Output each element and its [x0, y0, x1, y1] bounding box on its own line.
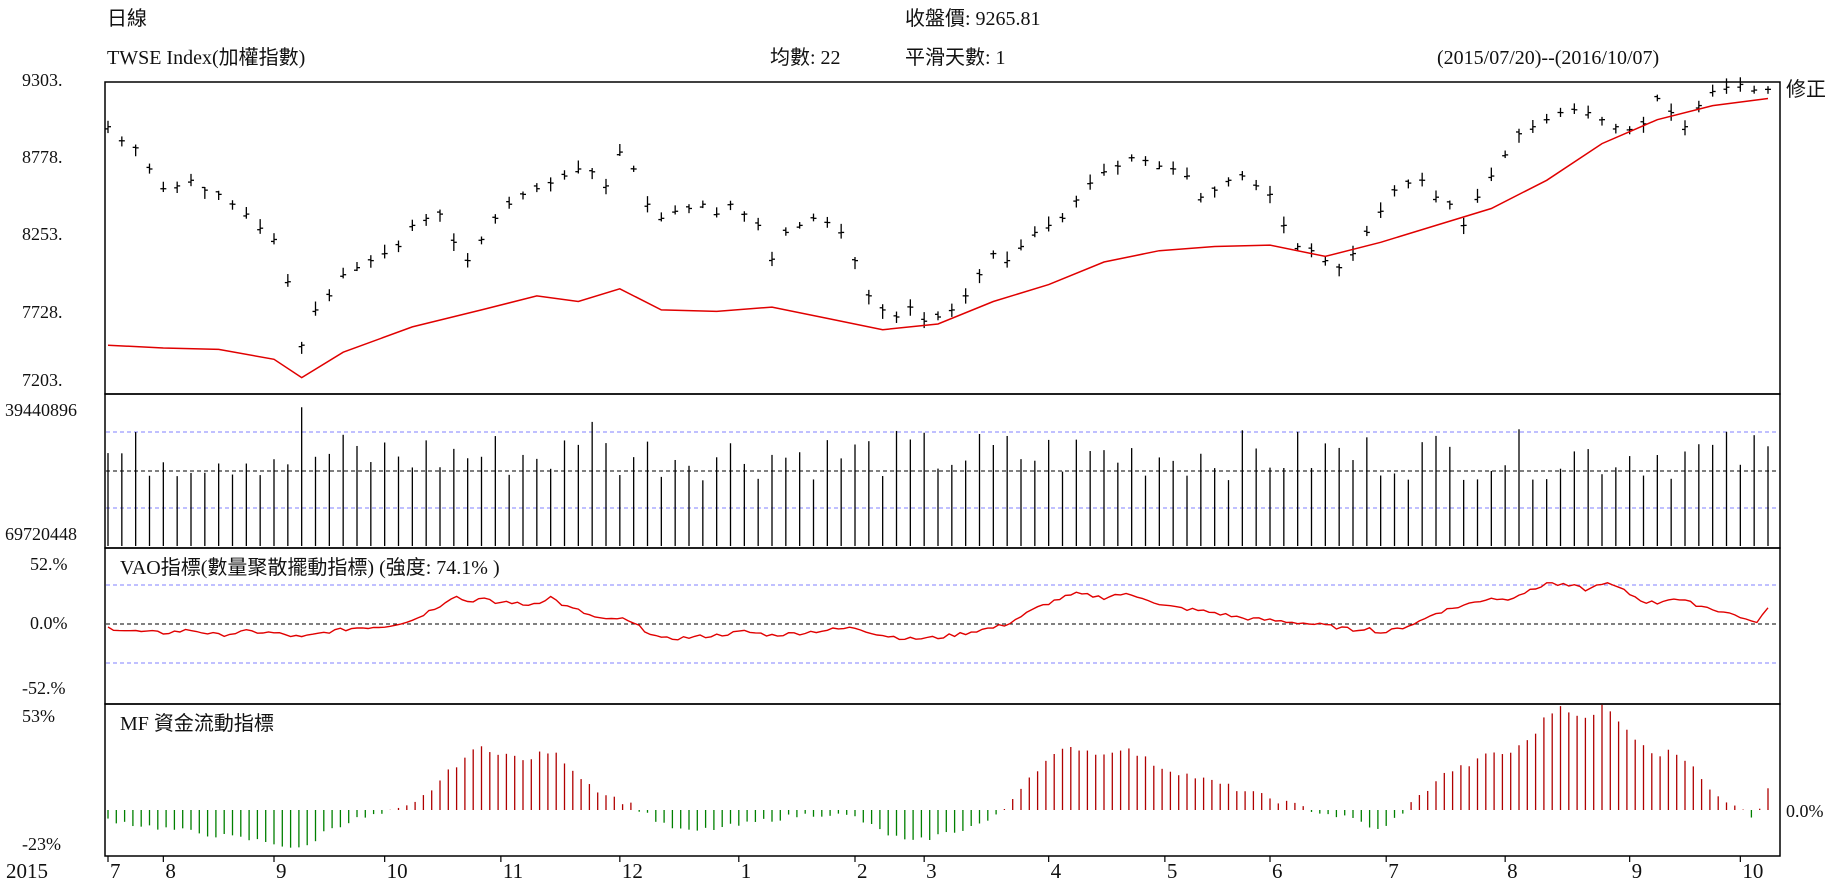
month-label: 4	[1051, 859, 1062, 883]
price-series	[105, 77, 1771, 354]
vao-series	[107, 582, 1769, 641]
vao-line	[107, 582, 1769, 641]
mf-tick-0: 53%	[22, 706, 55, 726]
month-label: 3	[926, 859, 937, 883]
vao-tick-0: 52.%	[30, 554, 68, 574]
mf-panel-frame	[104, 703, 1781, 857]
month-label: 5	[1167, 859, 1178, 883]
smooth-label: 平滑天數: 1	[905, 46, 1006, 69]
month-label: 7	[110, 859, 121, 883]
mf-zero-label: 0.0%	[1786, 801, 1824, 821]
ma-label: 均數: 22	[770, 46, 841, 69]
price-tick-0: 9303.	[22, 70, 63, 90]
price-tick-4: 7203.	[22, 370, 63, 390]
vao-indicator-label: VAO指標(數量聚散擺動指標) (強度: 74.1% )	[120, 556, 500, 579]
month-label: 2	[857, 859, 868, 883]
volume-tick-1: 69720448	[5, 524, 77, 544]
mf-indicator-label: MF 資金流動指標	[120, 712, 274, 735]
month-label: 12	[622, 859, 643, 883]
month-label: 6	[1272, 859, 1283, 883]
month-label: 7	[1388, 859, 1399, 883]
price-tick-1: 8778.	[22, 147, 63, 167]
date-range-label: (2015/07/20)--(2016/10/07)	[1437, 47, 1659, 69]
price-tick-2: 8253.	[22, 224, 63, 244]
ma-line	[107, 97, 1769, 379]
volume-series	[107, 407, 1769, 546]
month-label: 10	[1742, 859, 1763, 883]
month-label: 10	[387, 859, 408, 883]
month-label: 9	[276, 859, 287, 883]
vao-tick-2: -52.%	[22, 678, 66, 698]
month-label: 11	[503, 859, 523, 883]
corner-label: 修正	[1786, 78, 1826, 101]
month-label: 8	[1507, 859, 1518, 883]
mf-tick-1: -23%	[22, 834, 61, 854]
period-label: 日線	[107, 7, 147, 30]
vao-tick-1: 0.0%	[30, 613, 68, 633]
month-label: 9	[1632, 859, 1643, 883]
month-label: 1	[741, 859, 752, 883]
ma-series	[107, 97, 1769, 379]
time-axis: 7 8 9 10 11 12 1 2 3 4 5 6 7 8 9 10	[107, 856, 1763, 883]
price-tick-3: 7728.	[22, 302, 63, 322]
year-label: 2015	[6, 859, 48, 883]
month-label: 8	[165, 859, 176, 883]
close-price-label: 收盤價: 9265.81	[905, 7, 1041, 30]
volume-tick-0: 39440896	[5, 400, 77, 420]
index-name-label: TWSE Index(加權指數)	[107, 46, 305, 69]
mf-series	[107, 704, 1769, 848]
